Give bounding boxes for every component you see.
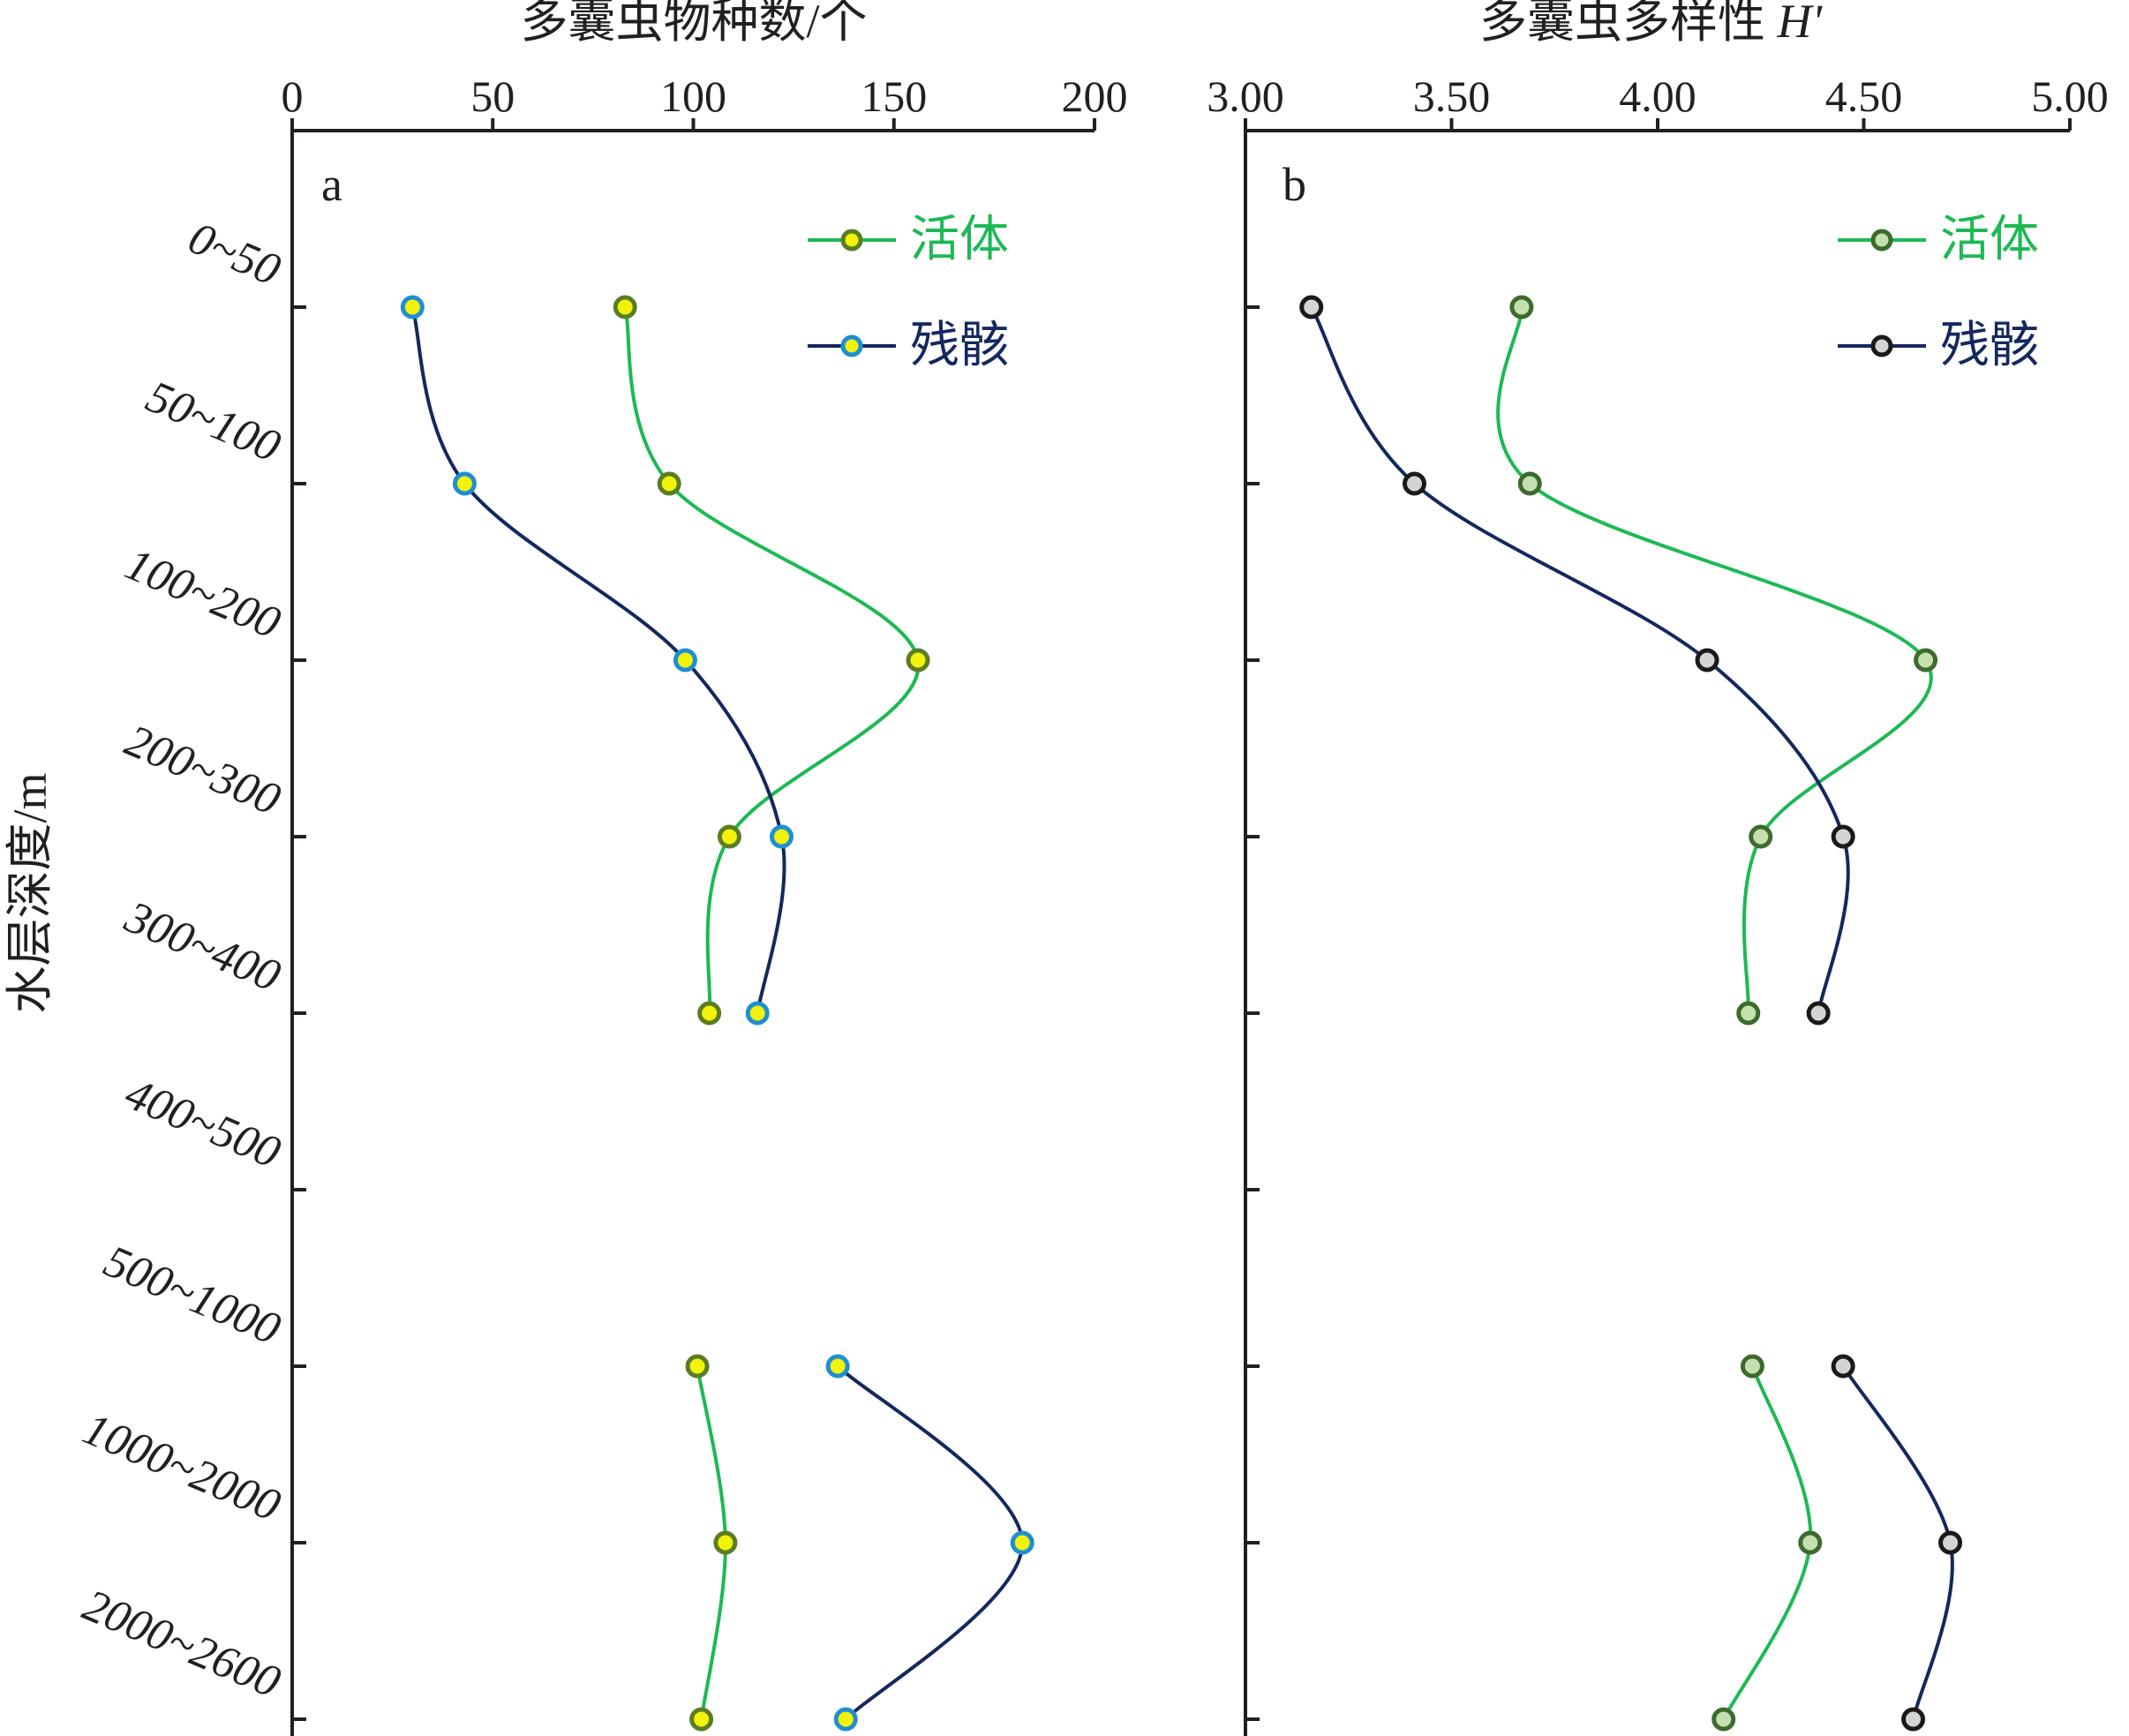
a-alive-point (713, 1530, 738, 1555)
b-dead-point (1831, 1354, 1855, 1379)
b-legend-dead-label: 残骸 (1940, 317, 2039, 374)
a-dead-point (452, 471, 477, 496)
panel-b-plot-area (1299, 295, 1963, 1732)
y-axis-title: 水层深度/m (4, 772, 56, 1013)
b-alive-point (1798, 1530, 1823, 1555)
a-x-tick-label: 200 (1062, 71, 1128, 121)
a-alive-point (689, 1707, 714, 1732)
a-alive-point (685, 1354, 710, 1379)
b-dead-point (1806, 1001, 1831, 1026)
depth-tick-label: 1000~2000 (76, 1403, 288, 1531)
b-legend-alive-marker (1870, 229, 1893, 252)
depth-tick-label: 300~400 (117, 891, 288, 1002)
a-alive-point (906, 648, 930, 673)
depth-tick-label: 200~300 (118, 716, 288, 825)
b-dead-point (1695, 648, 1719, 673)
b-dead-point (1938, 1530, 1963, 1555)
panel-a-label: a (321, 158, 342, 211)
a-dead-series-line (410, 306, 786, 1014)
a-alive-series-line (623, 306, 921, 1014)
depth-tick-label: 2000~2600 (76, 1580, 288, 1708)
b-dead-point (1831, 824, 1855, 849)
b-x-tick-label: 4.00 (1619, 71, 1696, 121)
a-dead-series-line (836, 1364, 1025, 1721)
a-alive-point (657, 471, 681, 496)
b-dead-point (1901, 1707, 1926, 1732)
b-dead-point (1299, 295, 1324, 319)
panel-a-x-ticks: 0 50 100 150 200 (282, 71, 1128, 1721)
b-dead-point (1402, 471, 1426, 496)
a-x-tick-label: 50 (470, 71, 515, 121)
a-dead-point (825, 1354, 850, 1379)
b-dead-series-line (1309, 305, 1850, 1014)
b-x-tick-label: 3.00 (1207, 71, 1284, 121)
a-x-tick-label: 0 (282, 71, 304, 121)
b-dead-series-line (1841, 1364, 1954, 1720)
b-legend-dead-marker (1870, 334, 1893, 357)
b-alive-point (1517, 471, 1542, 496)
b-x-tick-label: 5.00 (2031, 71, 2109, 121)
a-legend-alive-marker (840, 229, 863, 252)
depth-tick-label: 50~100 (139, 372, 288, 472)
a-x-tick-label: 100 (660, 71, 726, 121)
panel-b-label: b (1283, 158, 1306, 211)
b-alive-series-line (1721, 1365, 1813, 1720)
a-dead-point (769, 824, 794, 849)
a-alive-point (717, 824, 741, 849)
depth-tick-labels: 0~50 50~100 100~200 200~300 300~400 400~500 50… (76, 213, 288, 1708)
b-alive-point (1736, 1001, 1761, 1026)
b-alive-point (1914, 648, 1938, 673)
depth-tick-label: 400~500 (118, 1069, 288, 1178)
a-dead-point (673, 648, 697, 673)
b-alive-point (1740, 1354, 1764, 1379)
depth-tick-label: 0~50 (182, 213, 288, 296)
a-alive-point (613, 295, 637, 319)
b-x-tick-label: 3.50 (1413, 71, 1491, 121)
b-x-tick-label: 4.50 (1825, 71, 1903, 121)
a-dead-point (400, 295, 425, 319)
a-dead-point (745, 1001, 770, 1026)
a-x-tick-label: 150 (861, 71, 927, 121)
depth-tick-label: 500~1000 (97, 1236, 288, 1355)
a-dead-point (833, 1707, 858, 1732)
b-alive-point (1509, 295, 1534, 319)
panel-b-x-axis-title: 多囊虫多样性 H' (1479, 0, 1823, 48)
a-legend-alive-label: 活体 (910, 211, 1009, 268)
panel-a-x-axis-title: 多囊虫物种数/个 (520, 0, 867, 48)
b-legend-alive-label: 活体 (1940, 211, 2039, 268)
panel-a-plot-area (400, 295, 1034, 1732)
b-alive-point (1749, 824, 1773, 849)
a-legend-dead-marker (840, 334, 863, 357)
a-legend-dead-label: 残骸 (910, 317, 1009, 374)
panel-b-x-ticks: 3.00 3.50 4.00 4.50 5.00 (1207, 71, 2109, 1721)
depth-tick-label: 100~200 (118, 539, 288, 649)
a-dead-point (1010, 1530, 1034, 1555)
b-alive-point (1711, 1707, 1736, 1732)
a-alive-point (697, 1001, 722, 1026)
